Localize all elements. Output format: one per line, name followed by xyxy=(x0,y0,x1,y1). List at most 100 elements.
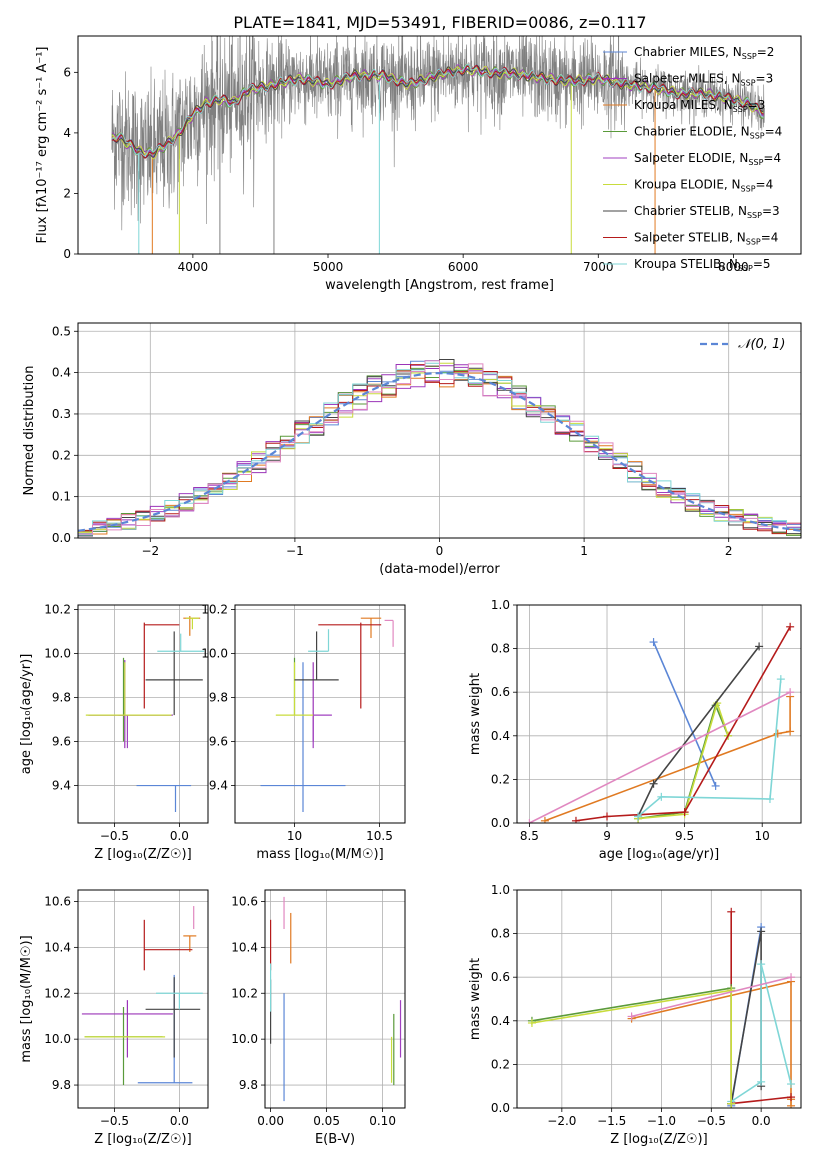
y-axis-label: Flux [fλ10⁻¹⁷ erg cm⁻² s⁻¹ A⁻¹] xyxy=(35,47,50,244)
legend-entry: 𝒩(0, 1) xyxy=(738,337,785,352)
y-tick-label: 10.2 xyxy=(231,986,258,1000)
errorbar-point xyxy=(137,974,193,1084)
axes-frame xyxy=(77,889,209,1109)
mass-weight-marker xyxy=(786,727,795,736)
x-tick-label: −1 xyxy=(286,544,304,558)
age_vs_Z-axes: −0.5 0.0 9.4 9.6 9.8 10.0 10.2 Z [log₁₀(Z/Z☉)] a… xyxy=(19,602,208,862)
legend-entry: Salpeter ELODIE, NSSP=4 xyxy=(634,151,781,167)
errorbar-point xyxy=(145,631,203,716)
y-tick-label: 9.8 xyxy=(52,690,71,704)
mass-weight-line xyxy=(637,645,760,817)
y-tick-label: 0.0 xyxy=(491,816,510,830)
mass-weight-line xyxy=(575,626,791,822)
legend-entry: Salpeter STELIB, NSSP=4 xyxy=(634,231,778,247)
x-tick-label: −2 xyxy=(141,544,159,558)
y-tick-label: 4 xyxy=(63,126,71,140)
y-tick-label: 0.8 xyxy=(491,642,510,656)
y-tick-label: 0.3 xyxy=(52,407,71,421)
mass_vs_Z-axes: −0.5 0.0 9.8 10.0 10.2 10.4 10.6 Z [log₁₀(Z/Z☉)… xyxy=(19,890,208,1147)
mass-weight-marker xyxy=(727,986,736,995)
y-axis-label: mass weight xyxy=(468,673,483,755)
mass-weight-marker xyxy=(727,1099,736,1108)
y-tick-label: 10.2 xyxy=(44,602,71,616)
x-axis-label: Z [log₁₀(Z/Z☉)] xyxy=(94,1132,191,1147)
y-axis-label: age [log₁₀(age/yr)] xyxy=(19,654,34,775)
mass-weight-marker xyxy=(773,729,782,738)
x-axis-label: age [log₁₀(age/yr)] xyxy=(599,847,720,862)
y-axis-label: mass weight xyxy=(468,958,483,1040)
mass-weight-marker xyxy=(787,973,796,982)
mass-weight-marker xyxy=(571,816,580,823)
errorbar-point xyxy=(88,714,173,749)
y-tick-label: 0.0 xyxy=(491,1101,510,1115)
mass-weight-marker xyxy=(680,808,689,817)
spectrum-model-line xyxy=(111,63,764,157)
errorbar-point xyxy=(384,619,394,647)
mass-weight-marker xyxy=(765,795,774,804)
errorbar-point xyxy=(318,622,382,709)
x-tick-label: 0.0 xyxy=(170,829,189,843)
mass-weight-marker xyxy=(727,907,736,916)
spectrum-model-line xyxy=(111,64,764,155)
legend-entry: Chabrier STELIB, NSSP=3 xyxy=(634,204,780,220)
x-tick-label: 6000 xyxy=(448,260,479,274)
errorbar-point xyxy=(85,662,172,716)
y-tick-label: 9.4 xyxy=(209,779,228,793)
y-tick-label: 10.0 xyxy=(44,1032,71,1046)
y-tick-label: 0.0 xyxy=(52,531,71,545)
y-tick-label: 0.8 xyxy=(491,927,510,941)
mass-weight-line xyxy=(529,691,791,823)
y-tick-label: 0.4 xyxy=(491,729,510,743)
residuals-legend: 𝒩(0, 1) xyxy=(700,337,785,352)
legend-entry: Kroupa MILES, NSSP=3 xyxy=(634,98,765,114)
x-tick-label: 7000 xyxy=(583,260,614,274)
x-tick-label: 0.10 xyxy=(369,1114,396,1128)
axes-frame xyxy=(264,889,406,1109)
y-tick-label: 9.8 xyxy=(52,1078,71,1092)
x-axis-label: (data-model)/error xyxy=(379,562,500,577)
mass-weight-line xyxy=(637,679,782,818)
mass-weight-marker xyxy=(757,960,766,969)
mass-weight-marker xyxy=(711,781,720,790)
mass-weight-marker xyxy=(786,688,795,697)
spectrum-axes: 4000 5000 6000 7000 8000 0 2 4 6 wavelength [Angs… xyxy=(35,47,749,294)
legend-entry: Salpeter MILES, NSSP=3 xyxy=(634,72,773,88)
x-tick-label: 0 xyxy=(436,544,444,558)
x-axis-label: mass [log₁₀(M/M☉)] xyxy=(256,847,383,862)
x-tick-label: 10 xyxy=(755,829,770,843)
mass-weight-line xyxy=(637,700,729,820)
mass-weight-marker xyxy=(649,779,658,788)
errorbar-point xyxy=(143,622,180,709)
y-tick-label: 0.6 xyxy=(491,970,510,984)
x-tick-label: 0.05 xyxy=(313,1114,340,1128)
mass-weight-marker xyxy=(627,1012,636,1021)
y-tick-label: 0.4 xyxy=(52,366,71,380)
x-axis-label: Z [log₁₀(Z/Z☉)] xyxy=(610,1132,707,1147)
y-tick-label: 10.0 xyxy=(231,1032,258,1046)
spectrum-legend: Chabrier MILES, NSSP=2 Salpeter MILES, NS… xyxy=(603,45,782,273)
mass-weight-marker xyxy=(527,1018,536,1027)
mass-weight-marker xyxy=(787,1080,796,1089)
errorbar-point xyxy=(308,629,330,652)
mass-weight-marker xyxy=(755,642,764,651)
mass-weight-marker xyxy=(786,622,795,631)
legend-entry: Kroupa ELODIE, NSSP=4 xyxy=(634,178,773,194)
x-tick-label: −0.5 xyxy=(697,1114,726,1128)
y-tick-label: 0.5 xyxy=(52,324,71,338)
x-tick-label: −1.5 xyxy=(597,1114,626,1128)
mass-weight-marker xyxy=(757,1077,766,1086)
y-tick-label: 0.2 xyxy=(491,1057,510,1071)
y-tick-label: 10.2 xyxy=(201,602,228,616)
errorbar-point xyxy=(294,631,339,681)
errorbar-point xyxy=(81,1000,173,1058)
spectrum-data-line xyxy=(111,36,765,231)
axes-frame xyxy=(516,889,802,1109)
y-tick-label: 0.6 xyxy=(491,685,510,699)
y-tick-label: 10.6 xyxy=(44,894,71,908)
spectrum-model-line xyxy=(111,64,764,159)
spectrum-model-line xyxy=(111,64,764,159)
axes-frame xyxy=(234,604,406,824)
mass-weight-line xyxy=(631,976,792,1018)
x-tick-label: −2.0 xyxy=(547,1114,576,1128)
y-tick-label: 0.2 xyxy=(52,448,71,462)
